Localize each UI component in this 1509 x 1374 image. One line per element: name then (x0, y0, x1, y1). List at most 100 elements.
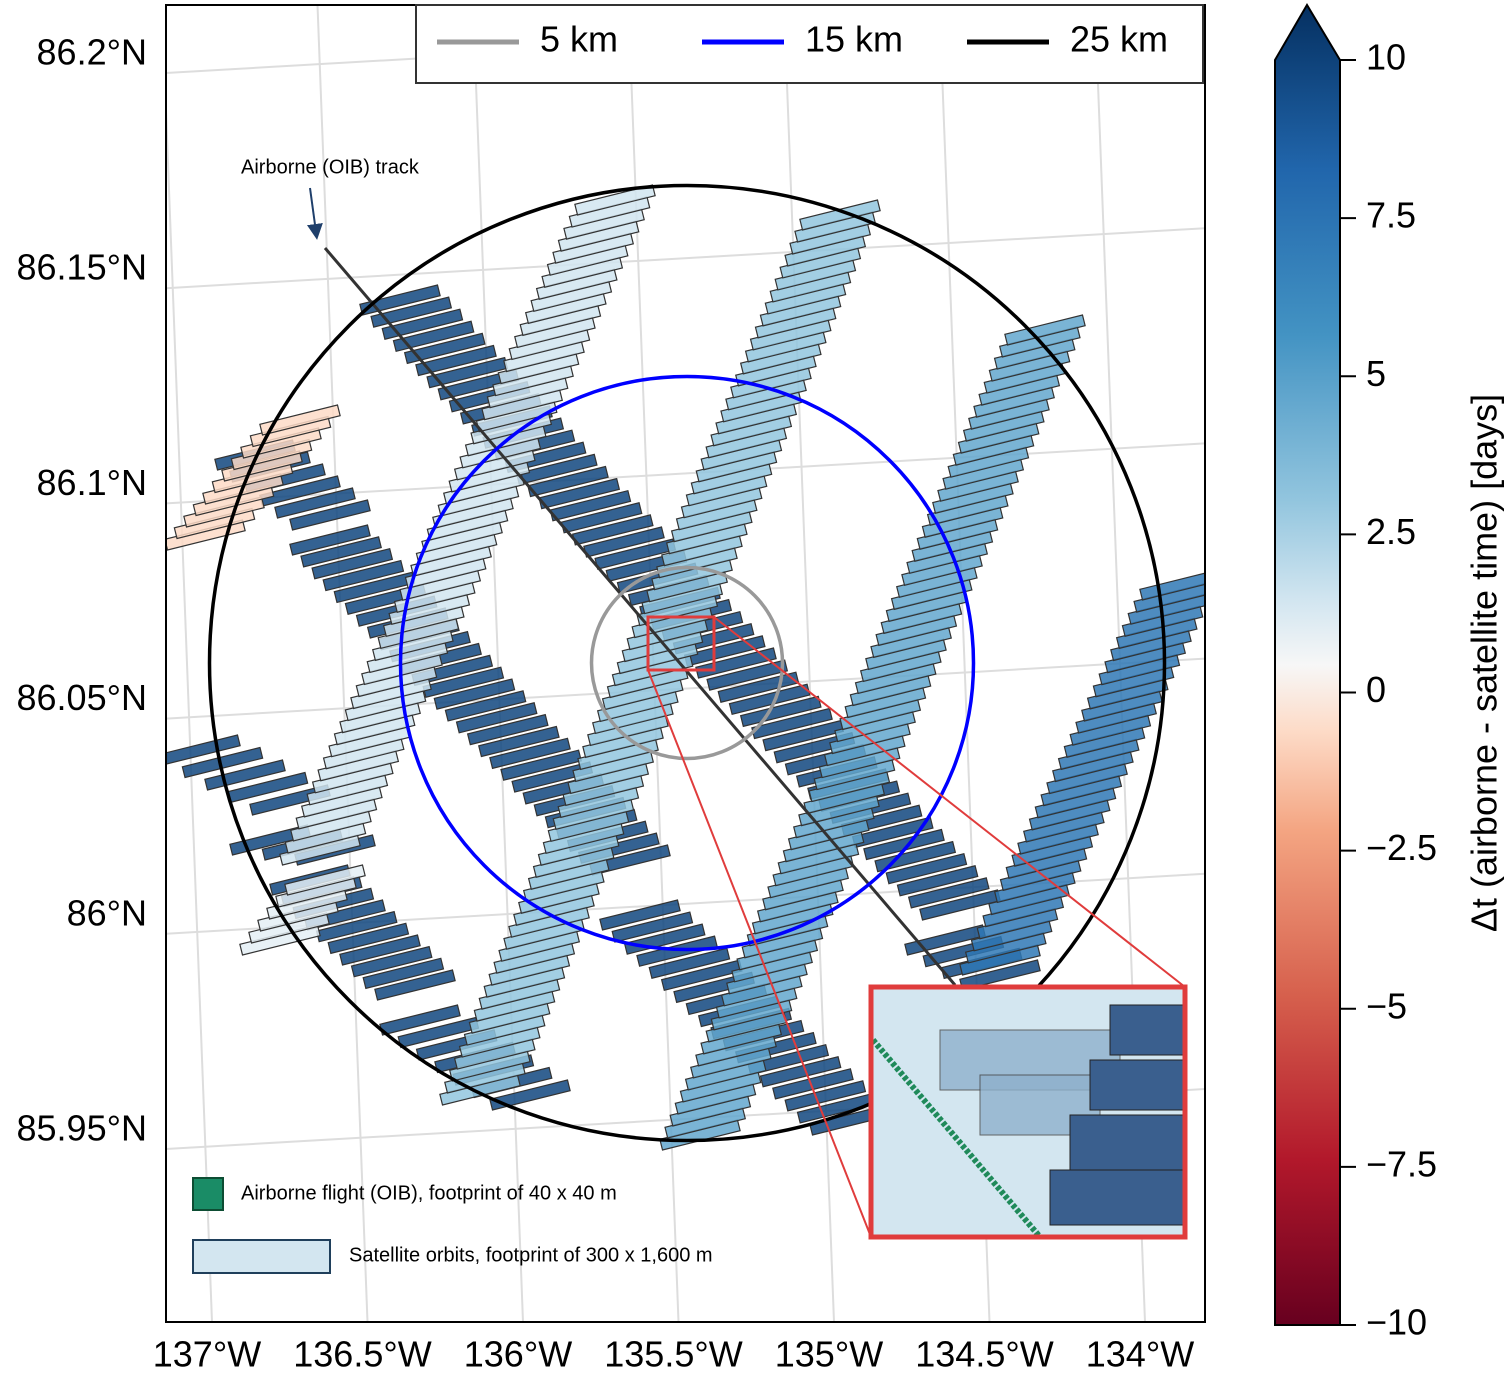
footprint (166, 734, 241, 766)
lon-tick-label: 135.5°W (604, 1334, 742, 1374)
footprint (695, 647, 777, 679)
annotation-arrow (306, 187, 323, 240)
legend: 5 km 15 km 25 km (437, 19, 1168, 60)
lon-tick-label: 137°W (153, 1334, 261, 1374)
ring (207, 183, 1167, 1143)
footprint (466, 713, 549, 746)
satellite-swatch (192, 1239, 331, 1274)
footprint (611, 911, 694, 943)
footprint (1004, 314, 1086, 346)
lon-tick-label: 134.5°W (915, 1334, 1053, 1374)
oib-track (323, 247, 957, 986)
footprint (527, 465, 609, 498)
zoom-box (646, 615, 716, 672)
rings (207, 183, 1167, 1143)
footprint (489, 737, 571, 770)
legend-label: 5 km (540, 19, 618, 60)
footprint-legend-label: Airborne flight (OIB), footprint of 40 x… (241, 1182, 617, 1204)
footprint (500, 749, 582, 781)
inset-footprint (1049, 1169, 1186, 1226)
annotation: Airborne (OIB) track (241, 156, 420, 178)
footprint (289, 524, 371, 556)
footprint (455, 702, 538, 734)
footprint (636, 935, 718, 967)
footprint (538, 477, 621, 510)
satellite-track (439, 199, 881, 1106)
footprint (444, 690, 527, 722)
legend-label: 25 km (1070, 19, 1168, 60)
footprint (181, 746, 264, 779)
lon-tick-label: 136.5°W (293, 1334, 431, 1374)
footprint (422, 666, 505, 698)
lat-tick-label: 85.95°N (17, 1108, 147, 1149)
lon-grid-line (783, 5, 835, 1322)
lat-grid-line (166, 227, 1205, 290)
footprint (327, 922, 410, 955)
footprint (874, 840, 957, 873)
satellite-track (166, 734, 331, 816)
footprint (648, 947, 731, 979)
lon-grid-line (316, 5, 369, 1322)
lat-tick-label: 86.05°N (17, 677, 147, 718)
lat-tick-label: 86°N (67, 892, 147, 933)
footprint (259, 404, 341, 436)
footprint (717, 671, 800, 703)
lon-tick-label: 134°W (1086, 1334, 1194, 1374)
footprint (759, 1056, 842, 1088)
footprint (284, 864, 366, 896)
footprint-legend-label: Satellite orbits, footprint of 300 x 1,6… (349, 1244, 713, 1266)
legend-box (415, 4, 1204, 84)
oib-swatch (192, 1177, 224, 1211)
zoom-line (713, 616, 1186, 988)
footprint (433, 678, 516, 710)
footprint (728, 683, 811, 716)
colorbar-tick-label: −10 (1366, 1302, 1427, 1343)
footprint (885, 852, 968, 885)
inset-frame (868, 984, 1188, 1240)
footprint (478, 725, 560, 758)
ring (398, 374, 976, 952)
footprint (289, 499, 371, 531)
satellite-tracks (166, 184, 1205, 1151)
footprint (772, 1068, 854, 1100)
colorbar-tick-label: −2.5 (1366, 827, 1437, 868)
lon-tick-label: 136°W (464, 1334, 572, 1374)
footprint (311, 547, 394, 580)
colorbar-tick-label: 10 (1366, 37, 1406, 78)
satellite-track (659, 314, 1086, 1151)
colorbar-tick-label: 2.5 (1366, 511, 1416, 552)
colorbar (1274, 3, 1341, 1326)
footprint (381, 308, 464, 340)
lon-grid-line (166, 84, 213, 1322)
colorbar-label: Δt (airborne - satellite time) [days] (1464, 394, 1505, 932)
colorbar-tick-label: −7.5 (1366, 1143, 1437, 1184)
footprint (489, 1079, 571, 1111)
colorbar-tick-label: 0 (1366, 669, 1386, 710)
footprint (392, 320, 475, 353)
footprint (322, 559, 405, 592)
inset (868, 984, 1188, 1240)
footprint (370, 296, 453, 328)
footprint (784, 1080, 867, 1112)
footprint (574, 184, 656, 216)
lat-tick-label: 86.2°N (37, 32, 147, 73)
footprint (350, 945, 433, 978)
lon-tick-label: 135°W (775, 1334, 883, 1374)
inset-footprint (1069, 1114, 1186, 1171)
lat-tick-label: 86.15°N (17, 247, 147, 288)
satellite-track (959, 569, 1205, 976)
footprint (374, 969, 456, 1001)
footprint (706, 659, 789, 691)
footprint (599, 899, 681, 931)
colorbar-tick-label: 5 (1366, 353, 1386, 394)
inset-footprint (1109, 1004, 1186, 1056)
footprint (415, 344, 497, 377)
footprint (274, 487, 356, 519)
ring (589, 565, 785, 761)
lat-grid-line (166, 657, 1205, 720)
colorbar-tick-label: −5 (1366, 985, 1407, 1026)
zoom-line (647, 669, 872, 1238)
footprint (300, 536, 382, 568)
footprint (907, 877, 990, 909)
